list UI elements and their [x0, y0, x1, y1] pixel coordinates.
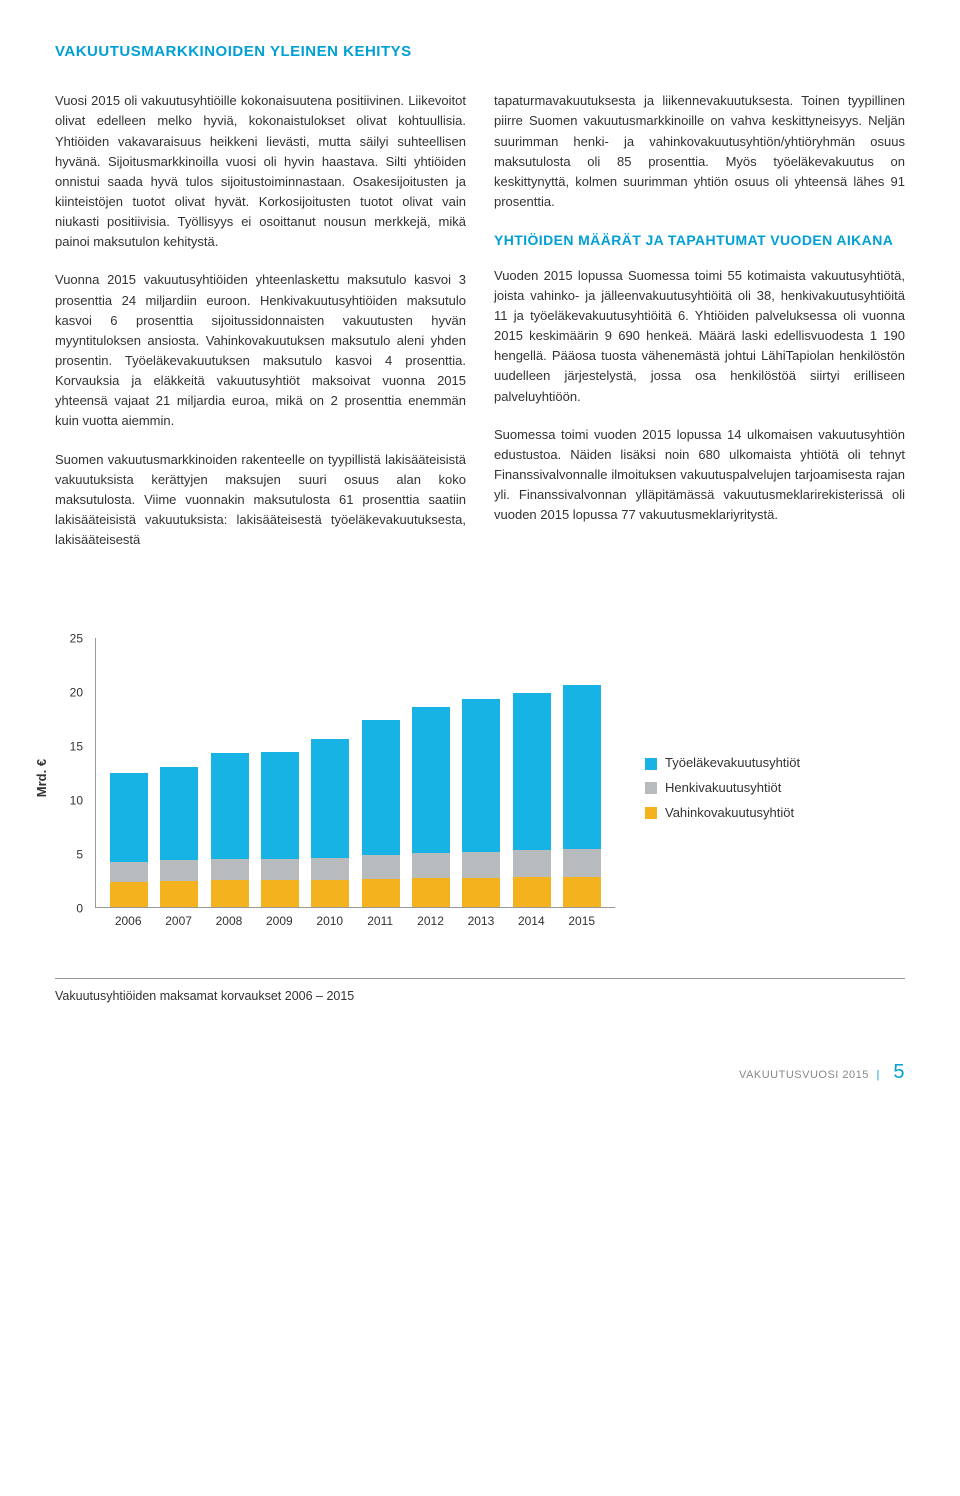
bar-segment — [563, 685, 601, 849]
y-tick: 10 — [70, 791, 83, 810]
page-title: VAKUUTUSMARKKINOIDEN YLEINEN KEHITYS — [55, 40, 905, 63]
bar-segment — [261, 859, 299, 881]
bar-segment — [362, 720, 400, 855]
bar — [261, 752, 299, 908]
bar-segment — [261, 752, 299, 859]
right-p1: tapaturmavakuutuksesta ja liikennevakuut… — [494, 91, 905, 212]
y-axis-label: Mrd. € — [32, 759, 52, 797]
x-label: 2010 — [311, 912, 349, 938]
y-tick: 5 — [76, 845, 83, 864]
bar — [110, 773, 148, 907]
bar-segment — [211, 859, 249, 881]
bar-segment — [160, 767, 198, 860]
bar-segment — [261, 880, 299, 907]
chart-caption: Vakuutusyhtiöiden maksamat korvaukset 20… — [55, 978, 905, 1006]
bar-segment — [311, 739, 349, 858]
right-column: tapaturmavakuutuksesta ja liikennevakuut… — [494, 91, 905, 568]
bar-segment — [110, 773, 148, 862]
bar-segment — [412, 878, 450, 907]
bar-segment — [563, 849, 601, 877]
left-column: Vuosi 2015 oli vakuutusyhtiöille kokonai… — [55, 91, 466, 568]
legend-label: Henkivakuutusyhtiöt — [665, 776, 781, 801]
legend-swatch — [645, 782, 657, 794]
bar-segment — [462, 878, 500, 907]
page-number: 5 — [893, 1061, 905, 1083]
bar-segment — [211, 753, 249, 859]
x-label: 2006 — [109, 912, 147, 938]
x-label: 2014 — [512, 912, 550, 938]
legend-item: Vahinkovakuutusyhtiöt — [645, 801, 800, 826]
bar-segment — [362, 879, 400, 907]
right-p2: Vuoden 2015 lopussa Suomessa toimi 55 ko… — [494, 266, 905, 407]
y-tick: 15 — [70, 737, 83, 756]
bar — [160, 767, 198, 907]
left-p2: Vuonna 2015 vakuutusyhtiöiden yhteenlask… — [55, 270, 466, 431]
legend-item: Työeläkevakuutusyhtiöt — [645, 751, 800, 776]
bar-segment — [412, 853, 450, 878]
x-labels: 2006 2007 2008 2009 2010 2011 2012 2013 2014 2015 — [95, 912, 615, 938]
bar-segment — [513, 877, 551, 907]
left-p1: Vuosi 2015 oli vakuutusyhtiöille kokonai… — [55, 91, 466, 252]
body-columns: Vuosi 2015 oli vakuutusyhtiöille kokonai… — [55, 91, 905, 568]
right-p3: Suomessa toimi vuoden 2015 lopussa 14 ul… — [494, 425, 905, 526]
left-p3: Suomen vakuutusmarkkinoiden rakenteelle … — [55, 450, 466, 551]
y-tick: 0 — [76, 899, 83, 918]
bar-segment — [110, 882, 148, 907]
bar — [412, 707, 450, 907]
bar-segment — [462, 699, 500, 852]
y-ticks: 0510152025 — [55, 638, 89, 908]
legend-swatch — [645, 807, 657, 819]
x-label: 2012 — [412, 912, 450, 938]
chart-legend: TyöeläkevakuutusyhtiötHenkivakuutusyhtiö… — [645, 751, 800, 825]
footer-label: VAKUUTUSVUOSI 2015 — [739, 1069, 869, 1081]
bar-segment — [462, 852, 500, 878]
legend-swatch — [645, 758, 657, 770]
bar-segment — [160, 860, 198, 882]
bar-segment — [311, 880, 349, 907]
chart-plot-area: Mrd. € 0510152025 2006200720082009201020… — [55, 638, 615, 938]
bar — [462, 699, 500, 907]
bar-segment — [211, 880, 249, 907]
x-label: 2013 — [462, 912, 500, 938]
y-tick: 20 — [70, 683, 83, 702]
page-footer: VAKUUTUSVUOSI 2015 | 5 — [55, 1057, 905, 1088]
bar-segment — [513, 693, 551, 850]
x-label: 2008 — [210, 912, 248, 938]
x-label: 2015 — [563, 912, 601, 938]
footer-sep: | — [876, 1069, 879, 1081]
plot-box — [95, 638, 615, 908]
bar-segment — [362, 855, 400, 879]
x-label: 2007 — [160, 912, 198, 938]
bar — [211, 753, 249, 907]
bar — [563, 685, 601, 907]
y-tick: 25 — [70, 629, 83, 648]
x-label: 2009 — [260, 912, 298, 938]
bar-segment — [110, 862, 148, 883]
bar-segment — [513, 850, 551, 877]
bar — [513, 693, 551, 907]
legend-label: Työeläkevakuutusyhtiöt — [665, 751, 800, 776]
x-label: 2011 — [361, 912, 399, 938]
bar-segment — [412, 707, 450, 853]
chart-container: Mrd. € 0510152025 2006200720082009201020… — [55, 638, 905, 938]
bar-segment — [563, 877, 601, 907]
bar — [311, 739, 349, 907]
legend-label: Vahinkovakuutusyhtiöt — [665, 801, 794, 826]
legend-item: Henkivakuutusyhtiöt — [645, 776, 800, 801]
bar — [362, 720, 400, 907]
section-heading: YHTIÖIDEN MÄÄRÄT JA TAPAHTUMAT VUODEN AI… — [494, 230, 905, 252]
bar-segment — [160, 881, 198, 907]
bar-segment — [311, 858, 349, 881]
bars-group — [96, 638, 615, 907]
